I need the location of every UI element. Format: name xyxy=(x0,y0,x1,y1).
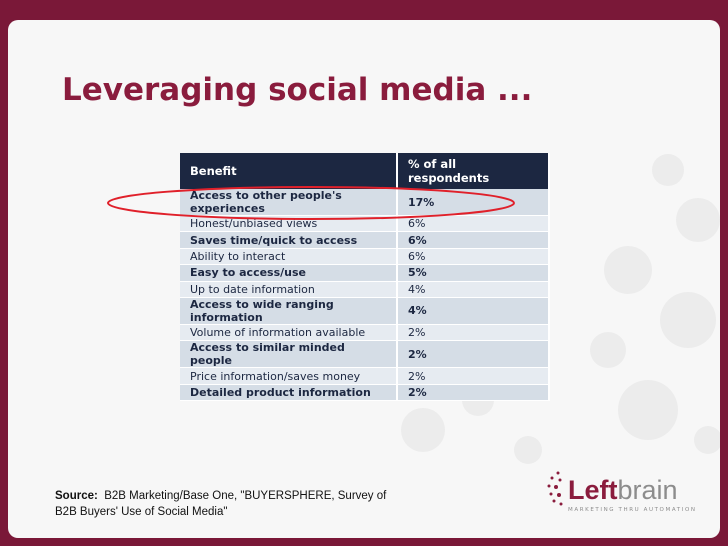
table-header: Benefit % of all respondents xyxy=(180,153,550,189)
table-row: Access to similar minded people 2% xyxy=(180,340,550,369)
benefit-cell: Easy to access/use xyxy=(180,264,398,282)
percent-cell: 5% xyxy=(397,264,550,282)
benefit-cell: Access to other people's experiences xyxy=(180,189,398,216)
percent-cell: 6% xyxy=(397,248,550,266)
source-note: Source: B2B Marketing/Base One, "BUYERSP… xyxy=(55,488,405,520)
benefits-table: Benefit % of all respondents Access to o… xyxy=(180,153,550,402)
benefit-cell: Access to similar minded people xyxy=(180,340,398,369)
percent-cell: 2% xyxy=(397,384,550,402)
percent-cell: 6% xyxy=(397,215,550,233)
benefit-cell: Honest/unbiased views xyxy=(180,215,398,233)
table-row: Up to date information 4% xyxy=(180,281,550,298)
percent-cell: 4% xyxy=(397,281,550,298)
logo-dots xyxy=(547,471,563,506)
logo-tagline: MARKETING THRU AUTOMATION xyxy=(568,507,697,513)
logo: Leftbrain MARKETING THRU AUTOMATION xyxy=(547,471,718,513)
source-text: B2B Marketing/Base One, "BUYERSPHERE, Su… xyxy=(55,490,387,518)
percent-cell: 4% xyxy=(397,297,550,325)
percent-cell: 2% xyxy=(397,340,550,369)
benefit-cell: Up to date information xyxy=(180,281,398,298)
benefit-cell: Saves time/quick to access xyxy=(180,231,398,249)
percent-cell: 2% xyxy=(397,324,550,342)
percent-cell: 17% xyxy=(397,189,550,216)
slide-body: Leveraging social media ... Benefit % of… xyxy=(8,20,720,538)
table-row: Honest/unbiased views 6% xyxy=(180,215,550,233)
table-row: Price information/saves money 2% xyxy=(180,367,550,385)
benefit-cell: Ability to interact xyxy=(180,248,398,266)
benefit-cell: Volume of information available xyxy=(180,324,398,342)
table-row: Easy to access/use 5% xyxy=(180,264,550,282)
percent-cell: 6% xyxy=(397,231,550,249)
benefit-cell: Price information/saves money xyxy=(180,367,398,385)
table-row: Saves time/quick to access 6% xyxy=(180,231,550,249)
table-row: Detailed product information 2% xyxy=(180,384,550,402)
slide-title: Leveraging social media ... xyxy=(62,72,533,108)
table-row: Access to other people's experiences 17% xyxy=(180,189,550,216)
table-body: Access to other people's experiences 17% H… xyxy=(180,189,550,402)
table-row: Volume of information available 2% xyxy=(180,324,550,342)
benefit-cell: Detailed product information xyxy=(180,384,398,402)
source-label: Source: xyxy=(55,490,98,502)
table-row: Ability to interact 6% xyxy=(180,248,550,266)
column-header: Benefit xyxy=(180,153,398,189)
logo-light: brain xyxy=(617,475,678,505)
benefit-cell: Access to wide ranging information xyxy=(180,297,398,325)
logo-bold: Left xyxy=(568,475,618,505)
column-header: % of all respondents xyxy=(397,153,550,189)
percent-cell: 2% xyxy=(397,367,550,385)
table-row: Access to wide ranging information 4% xyxy=(180,297,550,325)
